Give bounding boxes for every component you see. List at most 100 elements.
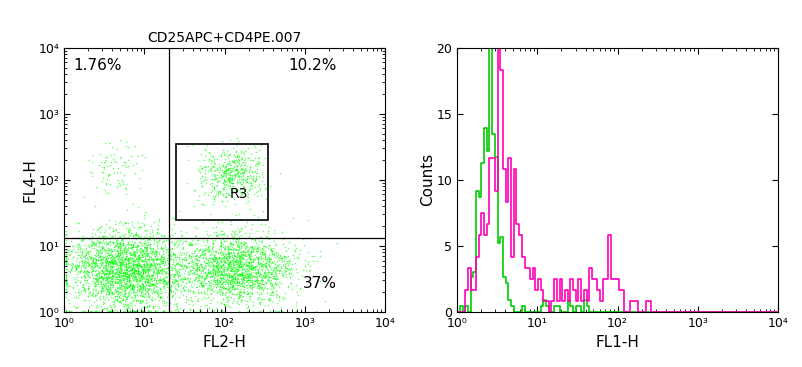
Point [221, 170, 234, 176]
Point [267, 284, 280, 290]
Point [108, 304, 121, 310]
Point [178, 287, 191, 293]
Point [199, 276, 212, 282]
Point [120, 294, 133, 300]
Point [223, 270, 236, 276]
Point [275, 255, 288, 261]
Point [236, 170, 249, 176]
Point [246, 173, 259, 179]
Point [155, 245, 168, 251]
Point [99, 256, 112, 262]
Point [215, 237, 228, 243]
Point [127, 297, 140, 303]
Point [95, 267, 107, 273]
Point [65, 262, 78, 268]
Point [81, 280, 94, 286]
Point [251, 170, 264, 175]
Point [181, 265, 194, 271]
Point [276, 229, 289, 235]
Point [260, 185, 273, 191]
Point [136, 304, 149, 309]
Point [128, 283, 141, 288]
Point [268, 273, 281, 279]
Point [91, 247, 103, 252]
Point [131, 268, 144, 273]
Point [150, 270, 163, 276]
Point [265, 274, 277, 280]
Point [203, 245, 216, 251]
Point [140, 244, 152, 250]
Point [233, 254, 246, 260]
Point [234, 251, 247, 257]
Point [102, 292, 115, 298]
Point [107, 282, 119, 288]
Point [99, 258, 111, 264]
Point [135, 252, 148, 258]
Point [157, 254, 170, 260]
Point [242, 259, 255, 265]
Point [95, 244, 107, 250]
Point [252, 261, 265, 267]
Point [132, 259, 144, 265]
Point [159, 259, 172, 265]
Point [221, 251, 234, 257]
Point [118, 255, 131, 261]
Point [102, 297, 115, 302]
Point [213, 248, 226, 254]
Point [237, 240, 250, 246]
Point [259, 254, 272, 260]
Point [225, 281, 237, 287]
Point [286, 215, 299, 221]
Point [235, 272, 248, 278]
Point [225, 240, 238, 246]
Point [219, 173, 232, 179]
Point [211, 270, 224, 276]
Point [144, 276, 157, 282]
Point [140, 244, 153, 250]
Point [110, 266, 123, 272]
Point [246, 299, 259, 305]
Point [95, 259, 108, 265]
Point [177, 287, 190, 293]
Point [242, 304, 255, 310]
Point [115, 243, 128, 249]
Point [106, 275, 119, 281]
Point [225, 246, 237, 252]
Point [202, 266, 215, 272]
Point [137, 278, 150, 284]
Point [206, 269, 219, 275]
Point [132, 278, 144, 284]
Point [215, 175, 228, 181]
Point [83, 269, 95, 275]
Point [234, 149, 247, 155]
Point [72, 292, 85, 298]
Point [124, 254, 136, 260]
Point [207, 307, 220, 313]
Point [233, 255, 245, 261]
Point [228, 267, 241, 273]
Point [71, 266, 83, 272]
Point [277, 254, 290, 260]
Point [238, 155, 251, 161]
Point [95, 256, 107, 262]
Point [128, 249, 140, 255]
Point [154, 276, 167, 282]
Point [111, 291, 124, 297]
Point [231, 241, 244, 247]
Point [70, 266, 83, 272]
Point [150, 257, 163, 263]
Point [247, 168, 260, 174]
Point [156, 268, 169, 274]
Point [185, 270, 198, 276]
Point [143, 253, 156, 259]
Point [78, 261, 91, 266]
Point [256, 261, 269, 267]
Point [63, 252, 75, 258]
Point [86, 245, 99, 251]
Point [214, 172, 227, 178]
X-axis label: FL1-H: FL1-H [596, 335, 639, 350]
Point [164, 286, 176, 291]
Point [217, 152, 230, 158]
Point [197, 266, 210, 272]
Point [119, 256, 132, 262]
